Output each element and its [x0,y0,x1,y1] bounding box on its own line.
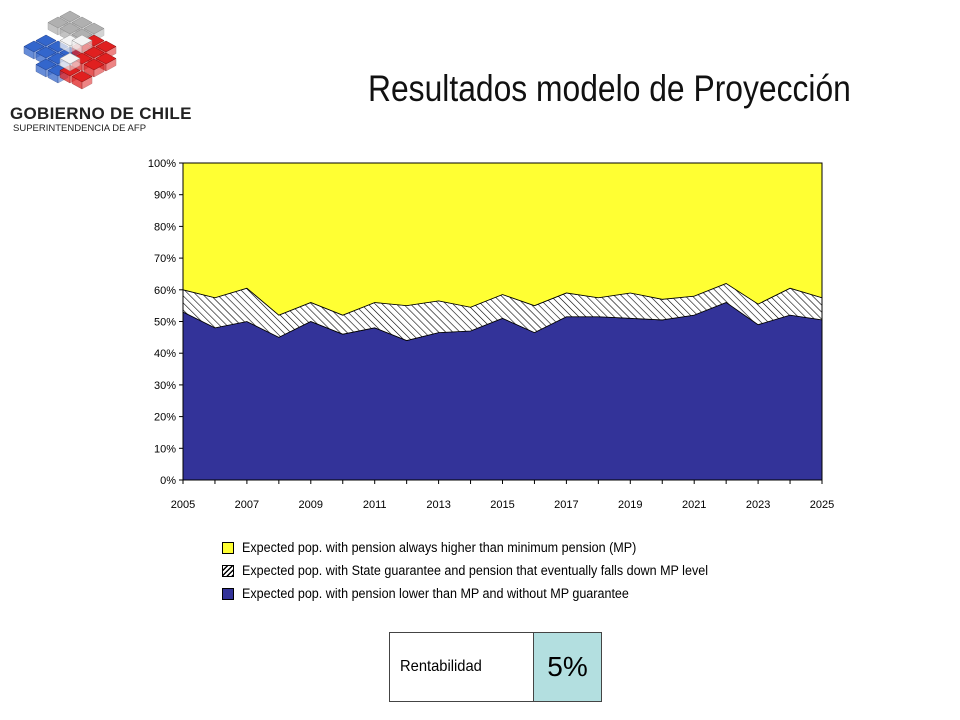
legend-label: Expected pop. with pension lower than MP… [242,586,629,601]
x-tick-label: 2021 [682,499,706,511]
parameter-value: 5% [547,651,588,682]
y-tick-label: 30% [154,380,176,392]
legend-item-higher: Expected pop. with pension always higher… [222,536,743,559]
y-tick-label: 60% [154,285,176,297]
legend-swatch-yellow [222,541,234,554]
x-tick-label: 2017 [554,499,578,511]
y-tick-label: 10% [154,443,176,455]
parameter-label-cell: Rentabilidad [390,633,534,701]
x-tick-label: 2011 [363,499,387,511]
parameter-label: Rentabilidad [400,658,482,675]
gobierno-de-chile-logo: GOBIERNO DE CHILE SUPERINTENDENCIA DE AF… [0,0,200,140]
chart-legend: Expected pop. with pension always higher… [222,536,743,605]
x-tick-label: 2023 [746,499,770,511]
y-tick-label: 80% [154,221,176,233]
logo-subtitle: SUPERINTENDENCIA DE AFP [13,123,147,134]
x-tick-label: 2013 [426,499,450,511]
legend-swatch-hatched [222,564,234,577]
x-tick-label: 2025 [810,499,834,511]
y-tick-label: 100% [148,158,176,170]
legend-item-lower: Expected pop. with pension lower than MP… [222,582,743,605]
x-tick-label: 2007 [235,499,259,511]
logo-title: GOBIERNO DE CHILE [10,104,192,123]
y-tick-label: 70% [154,253,176,265]
legend-item-guarantee: Expected pop. with State guarantee and p… [222,559,743,582]
legend-swatch-blue [222,587,234,600]
chart-areas [182,162,823,481]
legend-label: Expected pop. with pension always higher… [242,540,637,555]
y-tick-label: 0% [160,475,176,487]
parameter-value-cell: 5% [534,633,601,701]
parameter-box: Rentabilidad 5% [389,632,602,702]
x-tick-label: 2019 [618,499,642,511]
y-tick-label: 50% [154,317,176,329]
x-axis-ticks: 2005 2007 2009 2011 2013 2015 2017 2019 2021 2023… [171,480,834,511]
y-tick-label: 40% [154,348,176,360]
x-tick-label: 2009 [299,499,323,511]
page-title: Resultados modelo de Proyección [368,68,851,109]
x-tick-label: 2015 [490,499,514,511]
y-tick-label: 90% [154,190,176,202]
x-tick-label: 2005 [171,499,195,511]
y-tick-label: 20% [154,412,176,424]
stacked-area-chart: 0%10%20%30%40%50%60%70%80%90%100% 2005 20… [148,158,834,511]
legend-label: Expected pop. with State guarantee and p… [242,563,709,578]
y-axis-ticks: 0% 10% 20% 30% 40% 50% 60% 70% 80% 90% 100% [148,158,183,487]
